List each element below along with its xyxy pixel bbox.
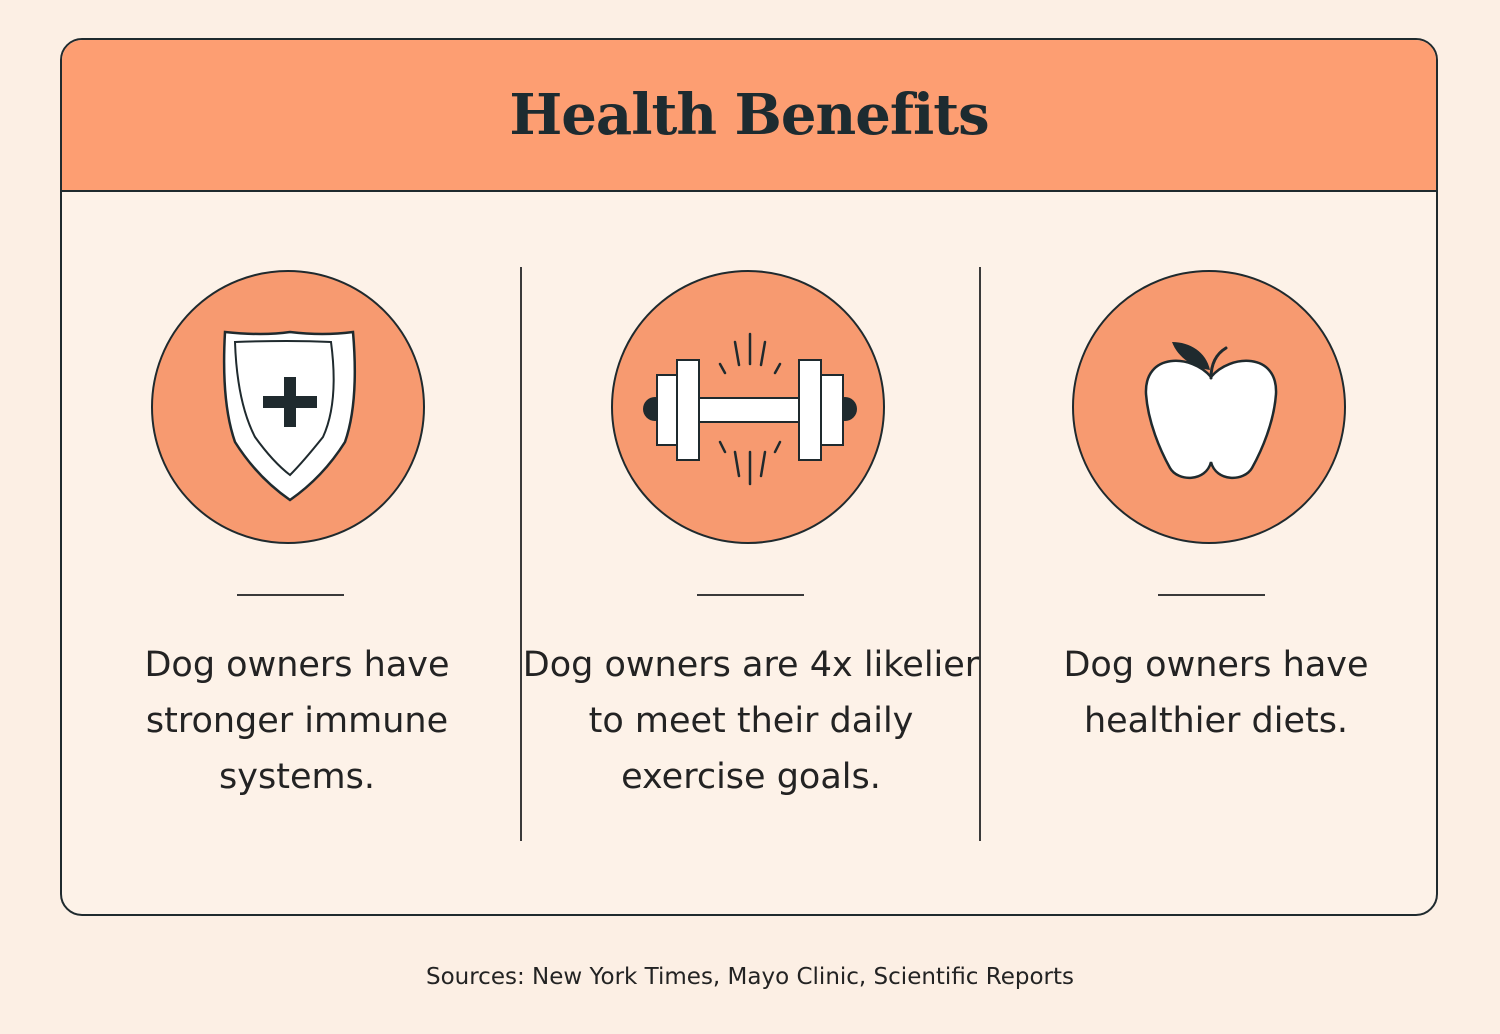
immune-icon-circle xyxy=(151,270,425,544)
separator-rule xyxy=(237,594,344,596)
column-divider xyxy=(979,267,981,841)
column-divider xyxy=(520,267,522,841)
benefit-text: Dog owners are 4x likelier to meet their… xyxy=(522,645,980,797)
shield-plus-icon xyxy=(222,330,357,502)
benefit-text: Dog owners have stronger immune systems. xyxy=(144,645,450,797)
dumbbell-icon xyxy=(643,332,857,486)
card-header: Health Benefits xyxy=(62,40,1436,192)
diet-icon-circle xyxy=(1072,270,1346,544)
sources-footnote: Sources: New York Times, Mayo Clinic, Sc… xyxy=(425,964,1074,990)
benefit-diet: Dog owners have healthier diets. xyxy=(981,267,1436,841)
exercise-icon-circle xyxy=(611,270,885,544)
benefits-card: Health Benefits Dog owners have stronger… xyxy=(60,38,1438,916)
separator-rule xyxy=(697,594,804,596)
separator-rule xyxy=(1158,594,1265,596)
benefit-immune: Dog owners have stronger immune systems. xyxy=(62,267,520,841)
benefit-exercise: Dog owners are 4x likelier to meet their… xyxy=(522,267,980,841)
benefit-text: Dog owners have healthier diets. xyxy=(1063,645,1369,741)
page-title: Health Benefits xyxy=(509,82,989,148)
apple-icon xyxy=(1144,342,1278,480)
